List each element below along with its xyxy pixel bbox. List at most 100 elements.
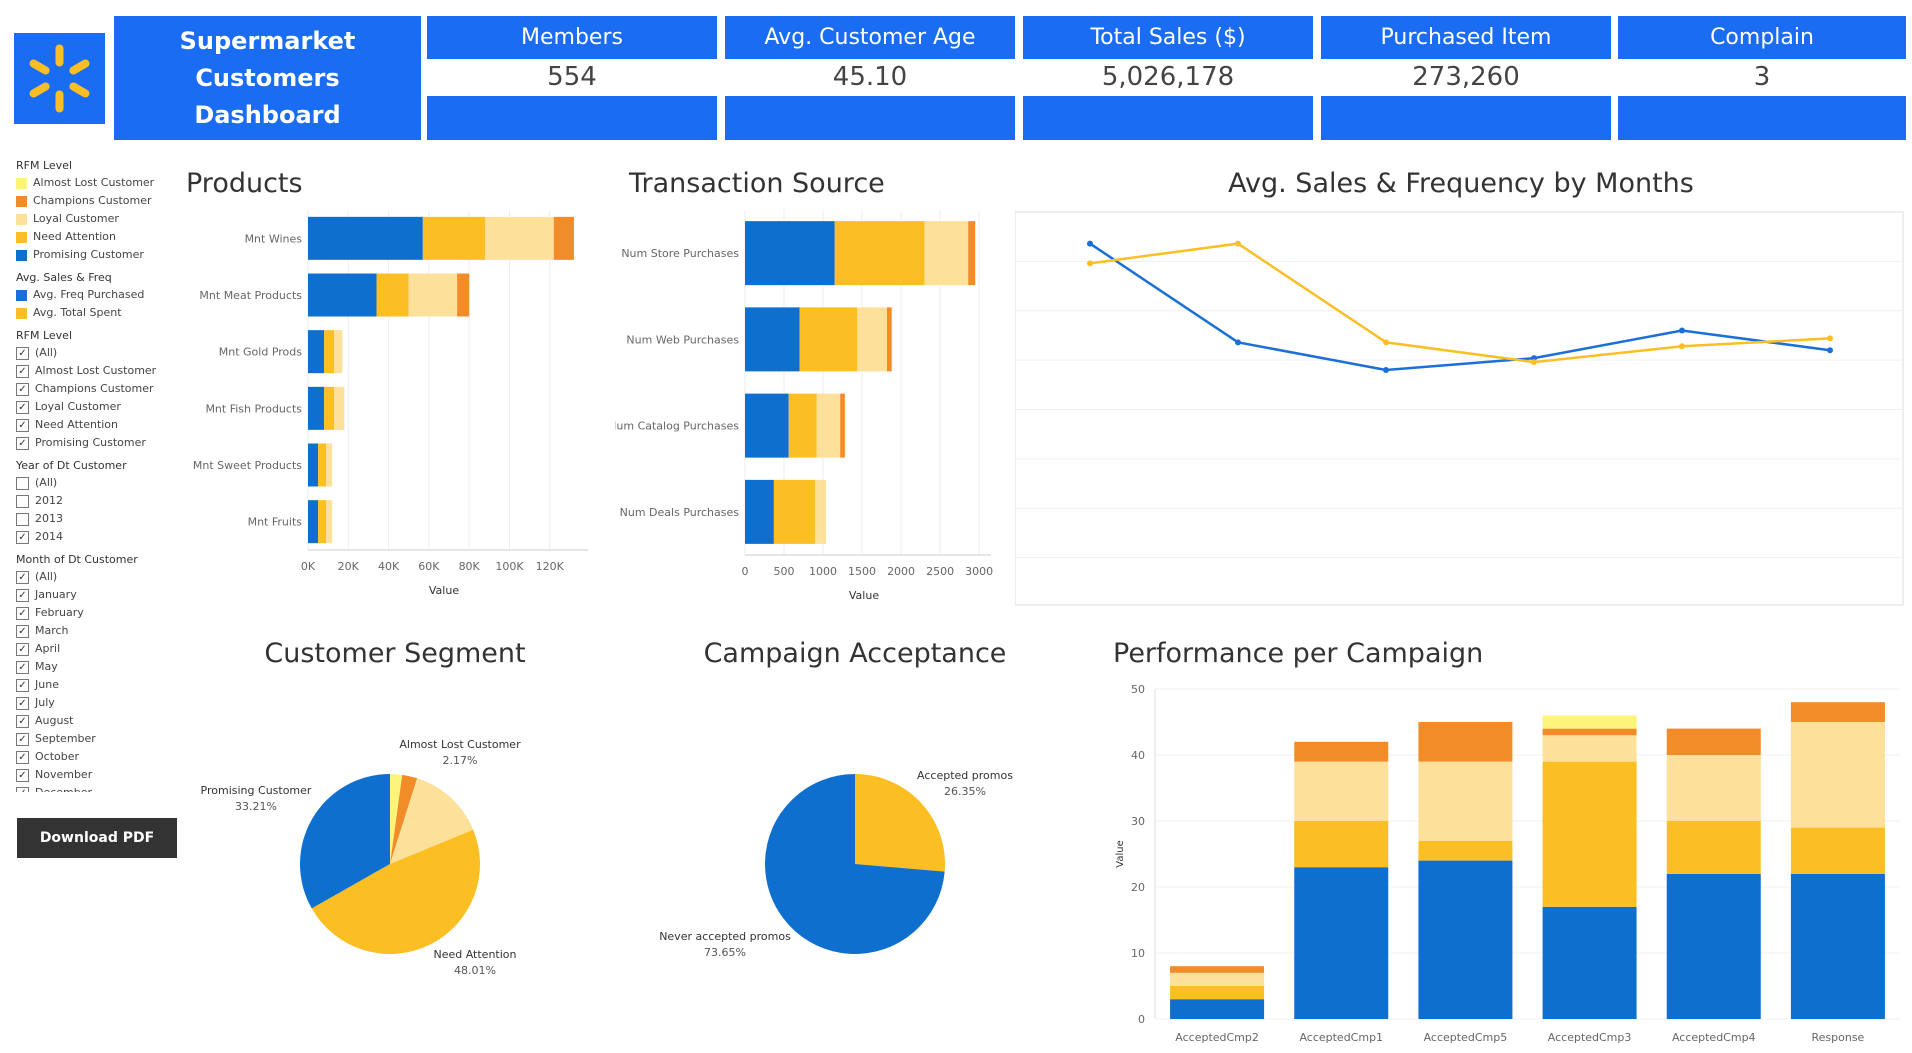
legend-item[interactable]: Loyal Customer (16, 210, 176, 228)
checkbox[interactable]: ✓ (16, 714, 29, 728)
slice-value: 26.35% (944, 785, 986, 798)
checkbox[interactable] (16, 494, 29, 508)
data-point (1087, 240, 1093, 247)
kpi-total-sales: Total Sales ($) 5,026,178 (1023, 16, 1313, 140)
series-line (1089, 242, 1831, 372)
checkbox[interactable]: ✓ (16, 768, 29, 782)
legend-item[interactable]: Need Attention (16, 228, 176, 246)
checkbox[interactable]: ✓ (16, 696, 29, 710)
legend-label: Avg. Freq Purchased (33, 288, 145, 301)
checkbox[interactable]: ✓ (16, 530, 29, 544)
filter-month[interactable]: ✓ (All) ✓ January ✓ February ✓ March ✓ April ✓ May ✓… (16, 568, 176, 792)
legend-item[interactable]: Promising Customer (16, 246, 176, 264)
filter-option[interactable]: ✓ (All) (16, 568, 176, 586)
data-point (1679, 343, 1685, 350)
bar-segment (1790, 827, 1885, 874)
bar-segment (1790, 722, 1885, 828)
filter-option[interactable]: ✓ 2014 (16, 528, 176, 546)
bar-segment (1294, 821, 1389, 868)
products-chart: 0K 20K 40K 60K 80K 100K 120K Value Mnt Wines Mnt … (193, 210, 588, 597)
x-axis-label: Value (429, 584, 459, 597)
bar-segment (326, 443, 333, 487)
checkbox[interactable]: ✓ (16, 400, 29, 414)
checkbox[interactable]: ✓ (16, 642, 29, 656)
checkbox[interactable]: ✓ (16, 660, 29, 674)
checkbox[interactable] (16, 512, 29, 526)
filter-option[interactable]: ✓ May (16, 658, 176, 676)
checkbox[interactable]: ✓ (16, 382, 29, 396)
filter-option[interactable]: ✓ September (16, 730, 176, 748)
filter-option[interactable]: ✓ January (16, 586, 176, 604)
campaign-acceptance-title: Campaign Acceptance (703, 638, 1007, 669)
bar-segment (815, 479, 827, 544)
filter-option[interactable]: ✓ Almost Lost Customer (16, 362, 176, 380)
bar-segment (1170, 999, 1265, 1019)
filter-option[interactable]: ✓ October (16, 748, 176, 766)
checkbox[interactable]: ✓ (16, 364, 29, 378)
plot-frame (1015, 211, 1904, 606)
sidebar: RFM Level Almost Lost Customer Champions … (16, 152, 176, 792)
filter-option[interactable]: 2012 (16, 492, 176, 510)
legend-item[interactable]: Avg. Total Spent (16, 304, 176, 322)
kpi-avg-age: Avg. Customer Age 45.10 (725, 16, 1015, 140)
filter-year: (All) 2012 2013 ✓ 2014 (16, 474, 176, 546)
filter-option[interactable]: ✓ (All) (16, 344, 176, 362)
legend-label: Avg. Total Spent (33, 306, 122, 319)
x-tick-label: 3000 (965, 565, 993, 578)
y-tick-label: 50 (1131, 683, 1145, 696)
checkbox[interactable]: ✓ (16, 732, 29, 746)
filter-option[interactable]: ✓ November (16, 766, 176, 784)
legend-item[interactable]: Champions Customer (16, 192, 176, 210)
checkbox[interactable]: ✓ (16, 678, 29, 692)
filter-option[interactable]: ✓ Loyal Customer (16, 398, 176, 416)
checkbox[interactable]: ✓ (16, 436, 29, 450)
legend-label: Champions Customer (33, 194, 152, 207)
filter-option[interactable]: 2013 (16, 510, 176, 528)
checkbox[interactable]: ✓ (16, 786, 29, 792)
category-label: Num Web Purchases (626, 333, 739, 346)
download-pdf-button[interactable]: Download PDF (17, 818, 177, 858)
filter-option[interactable]: ✓ April (16, 640, 176, 658)
checkbox[interactable]: ✓ (16, 418, 29, 432)
checkbox[interactable]: ✓ (16, 624, 29, 638)
filter-option[interactable]: ✓ December (16, 784, 176, 792)
legend-item[interactable]: Avg. Freq Purchased (16, 286, 176, 304)
bar-segment (422, 216, 486, 260)
checkbox[interactable] (16, 476, 29, 490)
bar-segment (376, 273, 409, 317)
campaign-acceptance-chart: Accepted promos 26.35% Never accepted prom… (659, 769, 1013, 959)
pie-slice (390, 774, 403, 864)
filter-option[interactable]: (All) (16, 474, 176, 492)
legend-item[interactable]: Almost Lost Customer (16, 174, 176, 192)
filter-option[interactable]: ✓ March (16, 622, 176, 640)
bar-segment (308, 216, 423, 260)
filter-option[interactable]: ✓ February (16, 604, 176, 622)
filter-option[interactable]: ✓ July (16, 694, 176, 712)
bar-segment (318, 443, 327, 487)
bar-segment (308, 443, 319, 487)
x-axis-label: Value (849, 589, 879, 602)
bar-segment (887, 307, 892, 372)
checkbox[interactable]: ✓ (16, 606, 29, 620)
filter-option[interactable]: ✓ June (16, 676, 176, 694)
filter-option[interactable]: ✓ August (16, 712, 176, 730)
filter-option-label: March (35, 624, 69, 637)
checkbox[interactable]: ✓ (16, 570, 29, 584)
bar-segment (485, 216, 554, 260)
data-point (1235, 339, 1241, 346)
bar-segment (308, 386, 325, 430)
filter-option-label: 2013 (35, 512, 63, 525)
bar-segment (924, 221, 969, 286)
checkbox[interactable]: ✓ (16, 346, 29, 360)
checkbox[interactable]: ✓ (16, 750, 29, 764)
filter-option[interactable]: ✓ Champions Customer (16, 380, 176, 398)
bar-segment (1666, 755, 1761, 821)
bar-segment (308, 273, 377, 317)
checkbox[interactable]: ✓ (16, 588, 29, 602)
filter-option[interactable]: ✓ Need Attention (16, 416, 176, 434)
pie-slice (855, 774, 945, 872)
slice-name: Promising Customer (201, 784, 312, 797)
bar-segment (1418, 722, 1513, 762)
filter-option[interactable]: ✓ Promising Customer (16, 434, 176, 452)
performance-title: Performance per Campaign (1113, 638, 1484, 669)
